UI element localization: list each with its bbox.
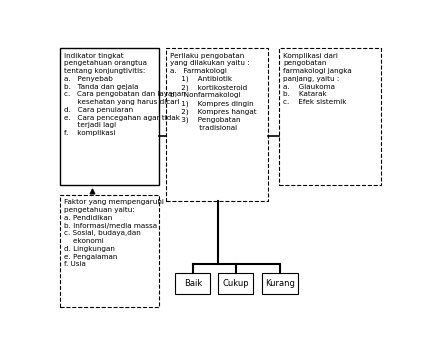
Text: Komplikasi dari
pengobatan
farmakologi jangka
panjang, yaitu :
a.    Glaukoma
b.: Komplikasi dari pengobatan farmakologi j… — [283, 53, 352, 105]
Text: Faktor yang mempengaruhi
pengetahuan yaitu:
a. Pendidikan
b. Informasi/media mas: Faktor yang mempengaruhi pengetahuan yai… — [64, 199, 164, 268]
Text: Perilaku pengobatan
yang dilakukan yaitu :
a.   Farmakologi
     1)    Antibioti: Perilaku pengobatan yang dilakukan yaitu… — [170, 53, 257, 131]
Text: Indikator tingkat
pengetahuan orangtua
tentang konjungtivitis:
a.   Penyebab
b. : Indikator tingkat pengetahuan orangtua t… — [64, 53, 186, 136]
Bar — [279, 48, 381, 185]
Bar — [262, 273, 299, 294]
Bar — [60, 195, 159, 307]
Bar — [60, 48, 159, 185]
Bar — [218, 273, 253, 294]
Bar — [175, 273, 210, 294]
Bar — [166, 48, 268, 201]
Text: Baik: Baik — [184, 279, 202, 288]
Text: Kurang: Kurang — [265, 279, 295, 288]
Text: Cukup: Cukup — [222, 279, 249, 288]
